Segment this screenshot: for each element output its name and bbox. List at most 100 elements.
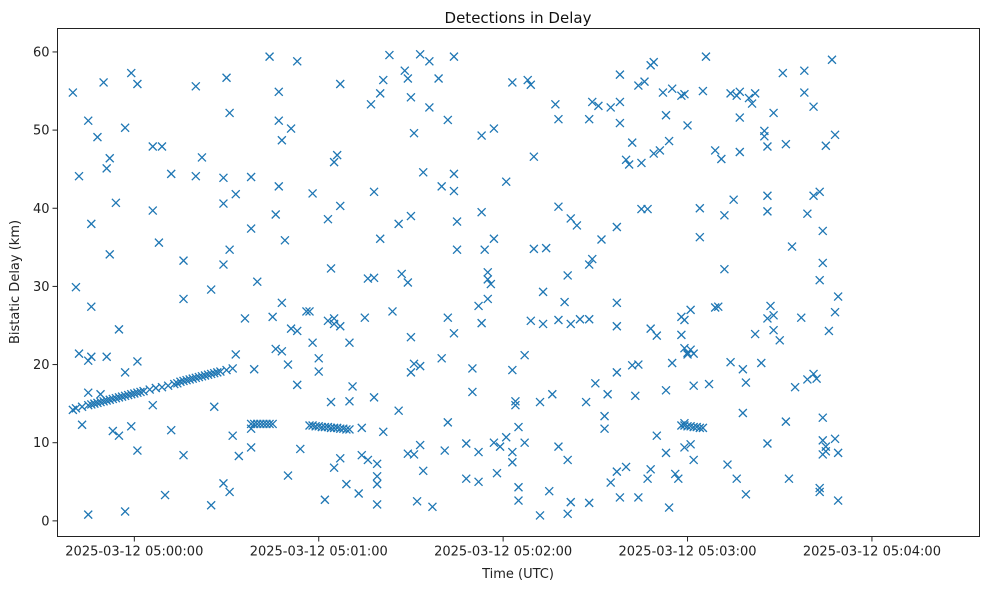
data-point	[541, 243, 551, 253]
data-point	[474, 447, 484, 457]
x-tick-label: 2025-03-12 05:03:00	[618, 545, 756, 560]
data-point	[394, 406, 404, 416]
data-point	[308, 338, 318, 348]
data-point	[818, 435, 828, 445]
data-point	[219, 173, 228, 183]
data-point	[621, 462, 631, 472]
data-point	[179, 294, 188, 304]
data-point	[369, 273, 379, 283]
data-point	[354, 489, 364, 498]
data-point	[661, 448, 671, 458]
data-point	[680, 442, 689, 452]
data-point	[833, 496, 843, 506]
data-point	[369, 392, 379, 402]
data-point	[655, 145, 665, 155]
data-point	[102, 352, 112, 362]
data-point	[443, 417, 453, 427]
data-point	[323, 316, 333, 326]
data-point	[735, 87, 745, 97]
data-point	[652, 331, 662, 341]
data-point	[166, 169, 176, 179]
x-tick-label: 2025-03-12 05:04:00	[803, 545, 941, 560]
data-point	[219, 478, 228, 488]
data-point	[222, 73, 231, 83]
data-point	[409, 449, 419, 459]
axis-ticks: 2025-03-12 05:00:00 2025-03-12 05:01:00 20…	[33, 45, 941, 559]
data-point	[538, 319, 548, 329]
y-tick-label: 10	[33, 436, 50, 451]
data-point	[812, 374, 822, 384]
data-point	[480, 245, 490, 255]
data-point	[437, 181, 447, 191]
data-point	[830, 130, 840, 140]
data-point	[713, 302, 723, 312]
data-point	[686, 439, 696, 449]
data-point	[105, 249, 115, 259]
data-point	[228, 364, 238, 373]
data-point	[673, 474, 683, 484]
data-point	[738, 364, 748, 374]
data-point	[593, 101, 603, 111]
data-point	[286, 124, 296, 133]
data-point	[643, 204, 653, 214]
data-point	[234, 451, 244, 461]
data-point	[649, 149, 659, 159]
data-point	[827, 55, 837, 65]
data-point	[378, 75, 388, 85]
data-point	[452, 217, 462, 226]
y-tick-label: 40	[33, 202, 50, 217]
data-point	[329, 157, 339, 167]
data-point	[246, 424, 256, 434]
data-point	[680, 418, 689, 428]
data-point	[587, 97, 597, 107]
data-point	[452, 245, 462, 255]
data-point	[563, 455, 573, 465]
data-point	[301, 306, 311, 316]
data-point	[489, 124, 499, 133]
data-point	[305, 306, 314, 316]
data-point	[507, 77, 517, 87]
data-point	[649, 57, 659, 67]
data-point	[523, 75, 533, 85]
data-point	[695, 203, 705, 213]
data-point	[461, 439, 471, 448]
data-point	[510, 396, 520, 406]
data-point	[449, 169, 459, 179]
data-point	[246, 224, 256, 234]
data-point	[762, 142, 772, 151]
data-point	[529, 152, 539, 162]
y-axis-title: Bistatic Delay (km)	[8, 220, 23, 344]
data-point	[225, 108, 235, 118]
y-tick-label: 50	[33, 124, 50, 139]
data-point	[726, 88, 736, 98]
data-point	[633, 81, 643, 91]
data-point	[630, 391, 640, 401]
data-point	[335, 453, 345, 463]
data-point	[372, 499, 382, 509]
data-point	[781, 417, 791, 427]
data-point	[415, 49, 425, 59]
data-point	[265, 419, 275, 429]
data-point	[538, 287, 548, 297]
data-point	[597, 235, 606, 244]
data-point	[179, 256, 188, 266]
data-point	[126, 421, 136, 431]
data-point	[345, 396, 354, 406]
data-point	[566, 319, 576, 329]
data-point	[492, 468, 502, 478]
data-point	[710, 303, 720, 312]
data-point	[384, 50, 394, 60]
data-point	[427, 502, 437, 512]
data-point	[126, 68, 136, 78]
data-point	[132, 79, 142, 89]
data-point	[265, 52, 275, 62]
data-point	[762, 191, 772, 201]
data-point	[719, 264, 729, 274]
data-point	[335, 201, 345, 211]
data-point	[277, 346, 287, 356]
data-point	[341, 479, 351, 489]
data-point	[535, 510, 545, 520]
data-point	[738, 408, 748, 418]
